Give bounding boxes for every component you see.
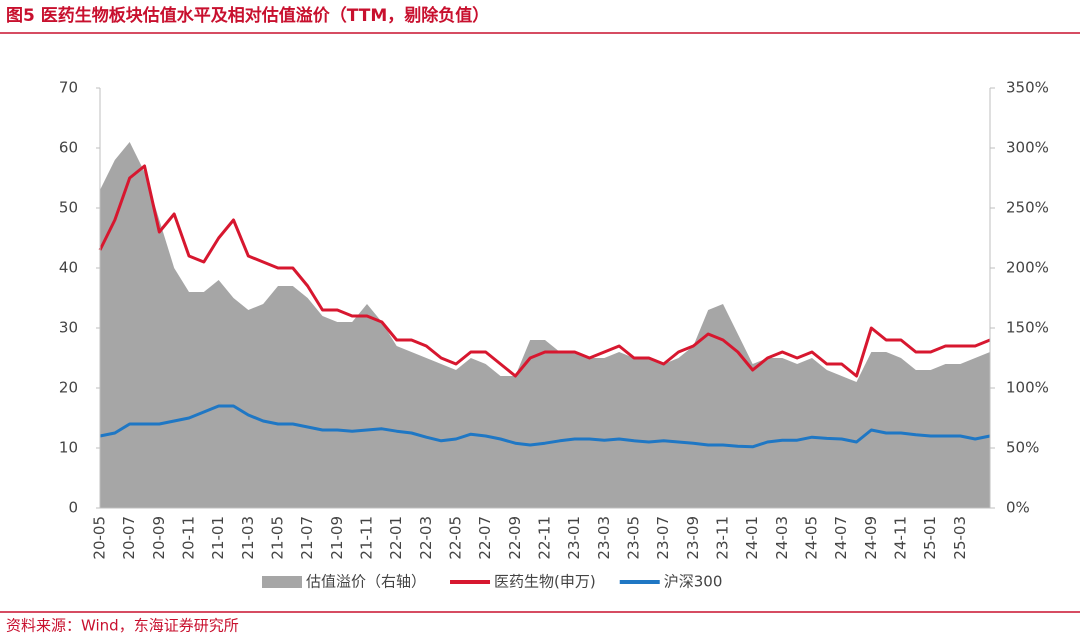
x-tick-label: 22-11: [536, 516, 554, 560]
x-tick-label: 23-03: [595, 516, 613, 560]
line: [99, 404, 991, 449]
y-tick-label: 20: [59, 379, 78, 397]
x-tick-label: 21-03: [239, 516, 257, 560]
x-tick-label: 22-01: [387, 516, 405, 560]
x-tick-label: 20-11: [180, 516, 198, 560]
y-tick-label: 10: [59, 439, 78, 457]
x-tick-label: 24-07: [832, 516, 850, 560]
legend-swatch: [262, 576, 302, 588]
x-tick-label: 20-05: [91, 516, 109, 560]
y2-tick-label: 50%: [1006, 439, 1039, 457]
x-tick-label: 21-09: [328, 516, 346, 560]
line: [98, 164, 991, 378]
x-tick-label: 24-01: [743, 516, 761, 560]
x-tick-label: 21-07: [298, 516, 316, 560]
x-tick-label: 22-05: [447, 516, 465, 560]
x-tick-label: 22-09: [506, 516, 524, 560]
x-tick-label: 21-11: [358, 516, 376, 560]
y2-tick-label: 350%: [1006, 79, 1049, 97]
area: [100, 142, 990, 508]
x-tick-label: 24-09: [862, 516, 880, 560]
y-tick-label: 70: [59, 79, 78, 97]
x-tick-label: 21-05: [269, 516, 287, 560]
y2-tick-label: 100%: [1006, 379, 1049, 397]
y2-tick-label: 0%: [1006, 499, 1030, 517]
y-tick-label: 30: [59, 319, 78, 337]
y2-tick-label: 300%: [1006, 139, 1049, 157]
y2-tick-label: 250%: [1006, 199, 1049, 217]
legend-label: 估值溢价（右轴）: [306, 573, 426, 591]
x-tick-label: 23-07: [654, 516, 672, 560]
x-tick-label: 25-03: [951, 516, 969, 560]
x-tick-label: 22-07: [476, 516, 494, 560]
x-tick-label: 23-09: [684, 516, 702, 560]
legend-label: 医药生物(申万): [494, 573, 596, 591]
x-tick-label: 24-11: [892, 516, 910, 560]
chart-title: 图5 医药生物板块估值水平及相对估值溢价（TTM，剔除负值）: [6, 5, 489, 26]
y2-tick-label: 150%: [1006, 319, 1049, 337]
x-tick-label: 23-05: [625, 516, 643, 560]
y-tick-label: 0: [68, 499, 78, 517]
source: 资料来源：Wind，东海证券研究所: [6, 617, 239, 635]
x-tick-label: 20-07: [120, 516, 138, 560]
x-tick-label: 25-01: [921, 516, 939, 560]
x-tick-label: 24-05: [803, 516, 821, 560]
x-tick-label: 21-01: [209, 516, 227, 560]
y-tick-label: 50: [59, 199, 78, 217]
y2-tick-label: 200%: [1006, 259, 1049, 277]
x-tick-label: 22-03: [417, 516, 435, 560]
x-tick-label: 23-01: [565, 516, 583, 560]
y-tick-label: 60: [59, 139, 78, 157]
legend-label: 沪深300: [664, 573, 723, 591]
x-tick-label: 24-03: [773, 516, 791, 560]
y-tick-label: 40: [59, 259, 78, 277]
x-tick-label: 20-09: [150, 516, 168, 560]
x-tick-label: 23-11: [714, 516, 732, 560]
